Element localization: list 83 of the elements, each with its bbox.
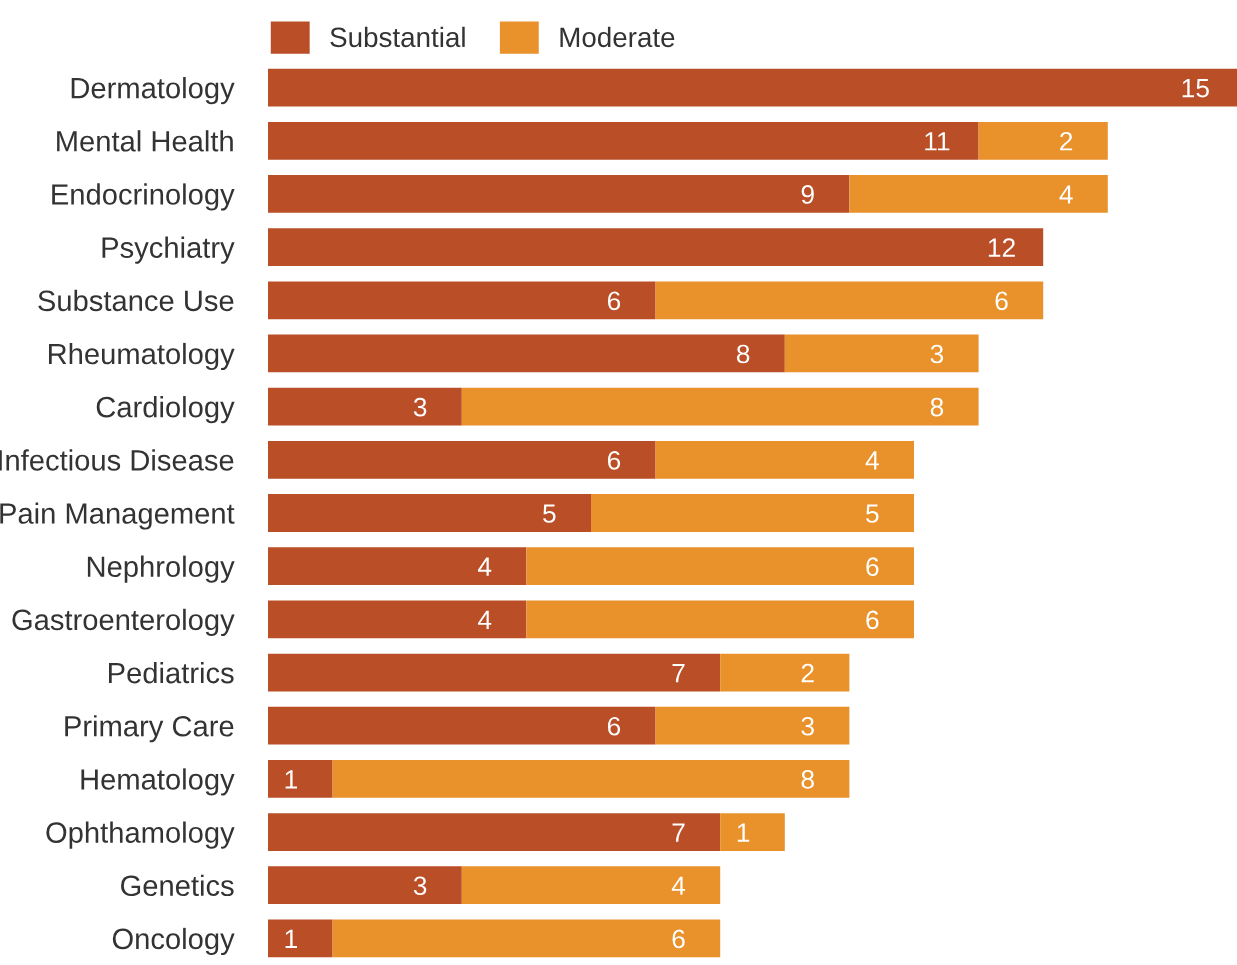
bar <box>461 387 979 426</box>
bar <box>655 281 1044 320</box>
bar <box>268 68 1237 107</box>
bar <box>268 760 333 798</box>
y-tick-label: Mental Health <box>57 130 233 152</box>
data-label: 4 <box>865 451 879 470</box>
bar <box>268 121 979 160</box>
y-tick-label: Cardiology <box>96 396 235 424</box>
bar <box>849 175 1108 213</box>
y-tick-label: Ophthamology <box>46 821 235 849</box>
bar <box>268 866 462 905</box>
bar <box>655 706 850 745</box>
data-label: 3 <box>413 397 427 417</box>
data-label: 2 <box>801 663 814 683</box>
bar <box>720 653 850 692</box>
bar <box>526 600 914 639</box>
bar <box>268 175 850 213</box>
data-label: 1 <box>285 929 297 949</box>
data-label: 6 <box>607 451 621 470</box>
bar <box>720 813 785 851</box>
y-tick-label: Genetics <box>121 874 234 897</box>
bar <box>268 547 527 586</box>
data-label: 4 <box>478 557 492 576</box>
data-label: 6 <box>866 610 879 630</box>
bar <box>655 440 914 479</box>
bar <box>268 281 656 320</box>
data-label: 4 <box>478 610 492 629</box>
data-label: 15 <box>1182 79 1209 98</box>
y-tick-label: Rheumatology <box>49 342 235 371</box>
legend-label: Moderate <box>560 26 675 48</box>
bar <box>268 919 333 958</box>
y-tick-label: Pediatrics <box>109 661 234 684</box>
bar <box>978 121 1108 160</box>
y-tick-label: Dermatology <box>71 77 235 105</box>
data-label: 3 <box>930 344 944 364</box>
data-label: 1 <box>285 770 297 789</box>
data-label: 8 <box>801 770 814 789</box>
y-tick-label: Hematology <box>81 768 235 796</box>
data-label: 4 <box>1059 185 1073 204</box>
data-label: 6 <box>995 291 1008 311</box>
bar <box>268 440 656 479</box>
data-label: 6 <box>607 716 621 736</box>
data-label: 1 <box>737 823 750 842</box>
bar <box>268 228 1044 266</box>
bar <box>268 334 785 373</box>
y-tick-label: Primary Care <box>65 715 234 743</box>
data-label: 9 <box>801 185 814 204</box>
legend-label: Substantial <box>330 26 465 48</box>
data-label: 8 <box>930 397 944 417</box>
y-tick-label: Psychiatry <box>102 236 235 264</box>
bar <box>461 866 721 905</box>
y-tick-label: Pain Management <box>0 502 235 530</box>
data-label: 8 <box>736 344 750 364</box>
bar <box>268 813 721 851</box>
bar <box>591 494 914 532</box>
bar <box>526 547 914 586</box>
data-label: 6 <box>672 929 685 949</box>
bar <box>332 760 850 798</box>
data-label: 6 <box>866 557 879 577</box>
bar <box>784 334 979 373</box>
bar <box>268 494 591 532</box>
data-label: 3 <box>801 716 814 736</box>
bar <box>268 706 656 745</box>
data-label: 7 <box>672 823 685 842</box>
y-tick-label: Endocrinology <box>52 183 235 211</box>
y-tick-label: Oncology <box>112 927 235 956</box>
y-tick-label: Substance Use <box>38 289 234 312</box>
bar <box>268 653 721 692</box>
y-tick-label: Gastroenterology <box>12 608 235 636</box>
data-label: 5 <box>866 504 879 523</box>
bar <box>268 600 527 639</box>
data-label: 12 <box>988 238 1015 257</box>
bar <box>332 919 721 958</box>
data-label: 2 <box>1060 131 1073 151</box>
data-label: 6 <box>607 291 621 311</box>
data-label: 7 <box>672 663 685 683</box>
bar <box>268 387 462 426</box>
data-label: 3 <box>413 876 427 896</box>
data-label: 11 <box>925 132 950 151</box>
y-tick-label: Nephrology <box>87 555 235 583</box>
y-tick-label: Infectious Disease <box>0 449 234 471</box>
data-label: 5 <box>543 504 556 523</box>
data-label: 4 <box>671 876 686 895</box>
